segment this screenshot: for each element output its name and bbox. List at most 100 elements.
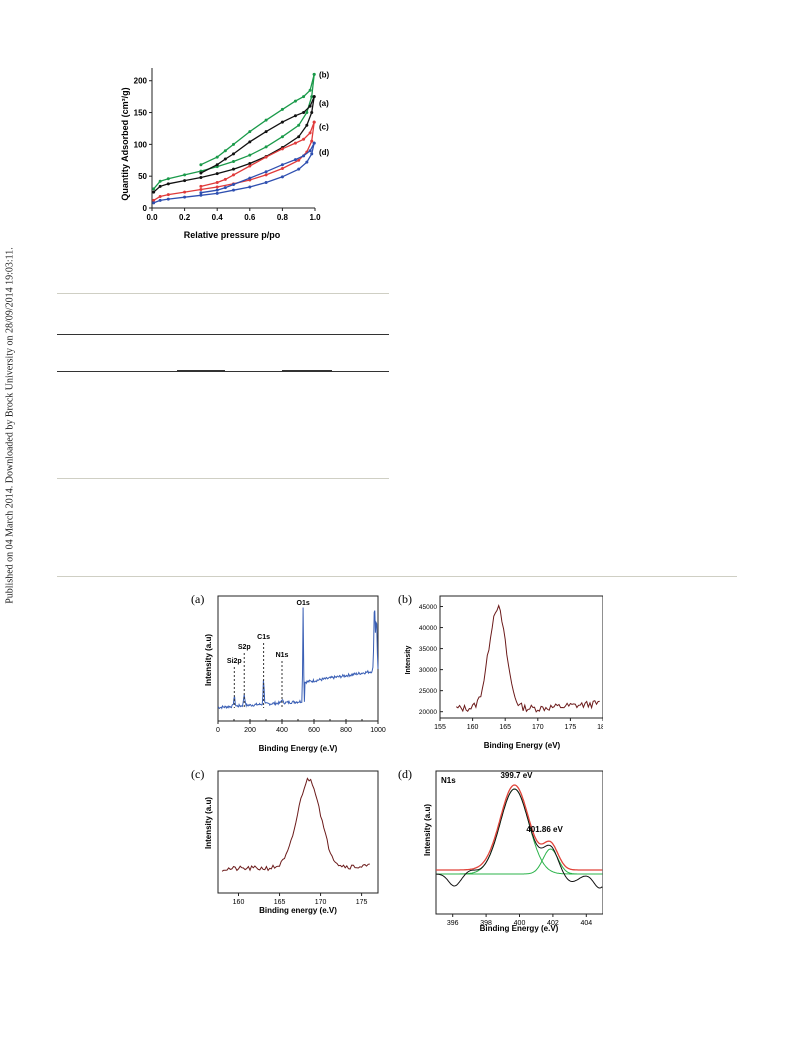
- data-point: [152, 198, 156, 202]
- x-tick-label: 1.0: [309, 213, 321, 222]
- data-point: [223, 157, 227, 161]
- data-point: [280, 175, 284, 179]
- rule: [57, 293, 389, 294]
- y-tick-label: 50: [138, 172, 147, 181]
- data-point: [152, 190, 156, 194]
- spectrum: [221, 777, 370, 872]
- x-tick-label: 600: [308, 727, 320, 734]
- y-axis-label: Intensity (a.u): [204, 797, 213, 849]
- data-point: [199, 191, 203, 195]
- x-tick-label: 400: [514, 920, 526, 927]
- data-point: [232, 152, 235, 156]
- x-tick-label: 200: [244, 727, 256, 734]
- side-note-text: Published on 04 March 2014. Downloaded b…: [4, 247, 16, 604]
- x-axis-label: Binding Energy (eV): [484, 741, 561, 750]
- data-point: [183, 190, 187, 194]
- x-tick-label: 165: [499, 724, 511, 731]
- s2p-spectrum: [456, 604, 600, 713]
- data-point: [215, 181, 219, 185]
- data-point: [264, 130, 268, 134]
- xps-survey-chart: 0 200 400 600 800 1000 Si2p S2p C1s N1s O1s Intens…: [204, 595, 386, 753]
- data-point: [310, 139, 314, 143]
- data-point: [264, 170, 268, 174]
- x-tick-label: 175: [356, 899, 368, 906]
- peak-label: 399.7 eV: [500, 771, 533, 780]
- peak-label: S2p: [238, 644, 251, 651]
- y-axis-label: Intensity: [405, 646, 412, 675]
- x-tick-label: 0.8: [277, 213, 289, 222]
- data-point: [302, 154, 306, 158]
- y-tick-label: 35000: [419, 646, 437, 653]
- data-point: [264, 173, 268, 177]
- x-tick-label: 160: [467, 724, 479, 731]
- series-line: [153, 96, 315, 193]
- x-tick-label: 155: [434, 724, 446, 731]
- peak-label: N1s: [276, 652, 289, 659]
- x-axis-label: Binding Energy (e.V): [259, 744, 338, 753]
- data-point: [158, 198, 162, 202]
- x-tick-label: 170: [532, 724, 544, 731]
- xps-s2p-chart: 155 160 165 170 175 180 20000 25000 30000 35000 40…: [405, 595, 603, 750]
- data-point: [248, 164, 252, 168]
- data-point: [280, 107, 284, 111]
- x-tick-label: 0.0: [146, 213, 158, 222]
- data-point: [248, 140, 252, 144]
- data-point: [166, 182, 170, 186]
- data-point: [293, 99, 297, 103]
- data-point: [248, 185, 252, 189]
- data-point: [280, 167, 284, 171]
- x-tick-label: 1000: [370, 727, 386, 734]
- x-tick-label: 396: [447, 920, 459, 927]
- data-point: [310, 111, 314, 115]
- data-point: [297, 135, 301, 139]
- side-note: Published on 04 March 2014. Downloaded b…: [0, 0, 20, 1039]
- data-point: [293, 141, 297, 145]
- data-point: [158, 179, 162, 183]
- data-point: [308, 131, 312, 135]
- series-label: (c): [319, 123, 329, 132]
- data-point: [248, 161, 252, 165]
- y-axis-label: Intensity (a.u): [204, 634, 213, 686]
- x-axis-label: Relative pressure p/po: [184, 230, 281, 240]
- raw-spectrum: [436, 788, 603, 889]
- y-tick-label: 45000: [419, 604, 437, 611]
- data-point: [215, 188, 219, 192]
- y-tick-label: 30000: [419, 667, 437, 674]
- plot-frame: [439, 595, 603, 719]
- x-tick-label: 165: [274, 899, 286, 906]
- data-point: [232, 160, 235, 164]
- data-point: [293, 114, 297, 118]
- data-point: [302, 111, 306, 115]
- data-point: [199, 171, 203, 175]
- rule: [57, 478, 389, 479]
- data-point: [152, 187, 156, 191]
- data-point: [166, 177, 170, 181]
- data-point: [248, 176, 252, 180]
- data-point: [305, 160, 309, 164]
- y-tick-label: 150: [134, 109, 148, 118]
- x-tick-label: 0.2: [179, 213, 191, 222]
- x-tick-label: 170: [315, 899, 327, 906]
- data-point: [280, 120, 284, 124]
- data-point: [183, 179, 187, 183]
- x-axis-label: Binding Energy (e.V): [480, 924, 559, 933]
- data-point: [312, 95, 316, 99]
- data-point: [305, 123, 309, 127]
- y-axis-label: Quantity Adsorbed (cm³/g): [120, 87, 130, 200]
- inset-label: N1s: [441, 776, 456, 785]
- y-tick-label: 40000: [419, 625, 437, 632]
- panel-letter-a: (a): [191, 592, 205, 606]
- component-2: [436, 848, 603, 875]
- panel-letter-c: (c): [191, 767, 205, 781]
- data-point: [166, 197, 170, 201]
- data-point: [280, 163, 284, 167]
- panel-letter-d: (d): [398, 767, 412, 781]
- data-point: [215, 172, 219, 176]
- survey-spectrum: [217, 607, 379, 710]
- data-point: [312, 141, 316, 145]
- data-point: [215, 185, 219, 189]
- peak-label: Si2p: [227, 658, 242, 665]
- x-axis-label: Binding energy (e.V): [259, 906, 337, 915]
- data-point: [183, 173, 187, 177]
- data-point: [158, 195, 162, 199]
